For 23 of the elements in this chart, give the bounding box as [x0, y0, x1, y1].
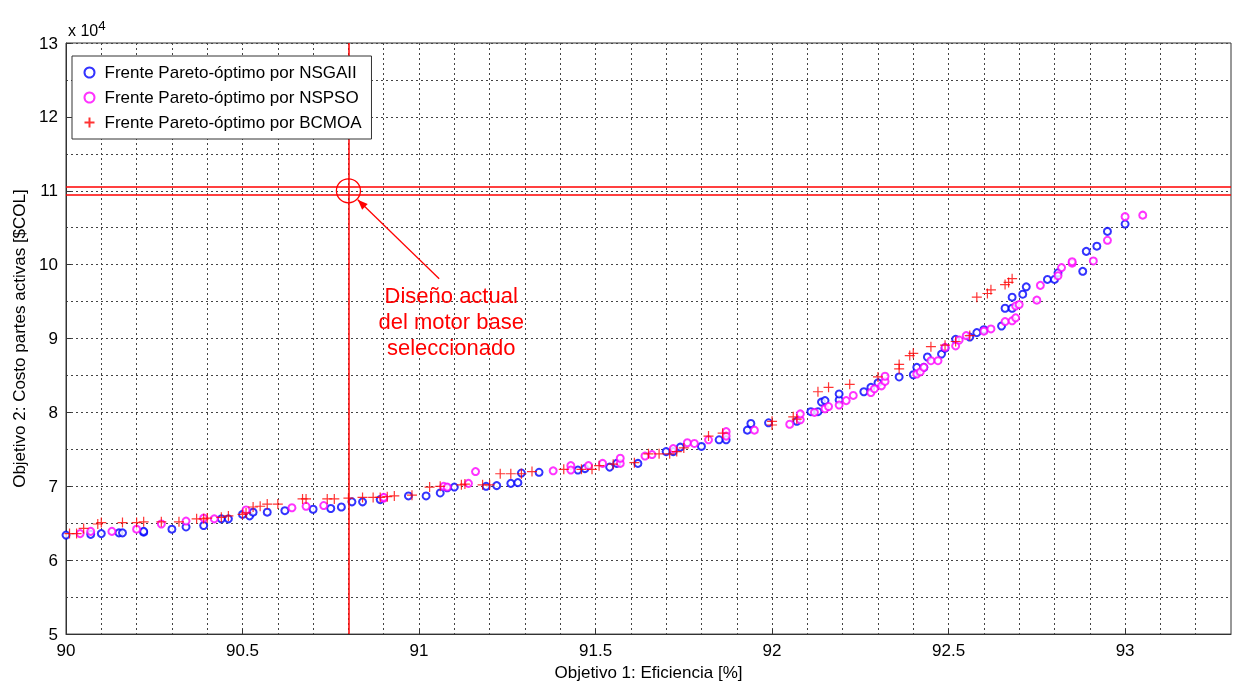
y-axis-title: Objetivo 2: Costo partes activas [$COL]: [10, 189, 29, 488]
x-tick-label: 92.5: [932, 641, 966, 661]
y-tick-label: 5: [48, 624, 58, 644]
x-tick-label: 91: [409, 641, 429, 661]
y-tick-label: 11: [40, 181, 58, 201]
x-tick-label: 91.5: [579, 641, 613, 661]
y-tick-label: 7: [48, 476, 58, 496]
y-tick-label: 10: [39, 255, 58, 275]
legend-label: Frente Pareto-óptimo por NSGAII: [104, 63, 357, 82]
text: x 10$^{4}$: [68, 18, 106, 41]
x-tick-label: 90.5: [225, 641, 260, 661]
y-tick-label: 8: [48, 402, 58, 422]
y-tick-label: 12: [39, 107, 58, 127]
x-axis-title: Objetivo 1: Eficiencia [%]: [554, 663, 743, 682]
legend-label: Frente Pareto-óptimo por BCMOA: [104, 113, 363, 132]
y-tick-label: 9: [48, 329, 58, 349]
x-tick-label: 90: [56, 641, 76, 661]
y-tick-label: 6: [48, 550, 58, 570]
x-tick-label: 92: [762, 641, 782, 661]
x-tick-label: 93: [1115, 641, 1135, 661]
legend-label: Frente Pareto-óptimo por NSPSO: [104, 88, 359, 107]
y-tick-label: 13: [39, 33, 58, 53]
annotation: Diseño actual del motor base seleccionado: [378, 282, 524, 361]
